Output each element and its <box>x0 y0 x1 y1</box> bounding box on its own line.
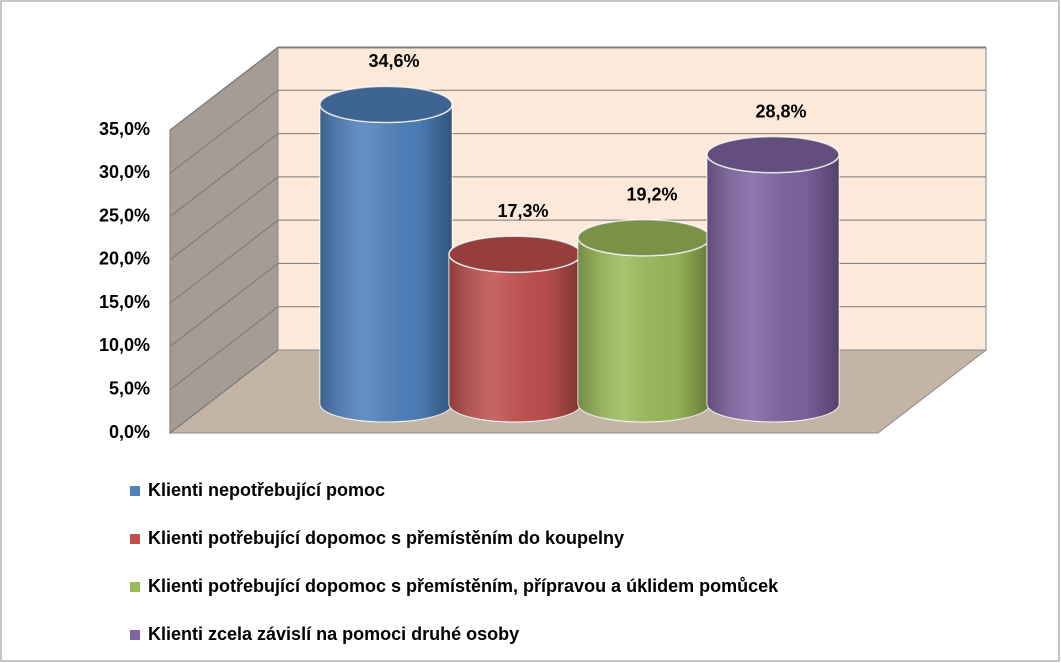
cylinder-top-shade <box>578 219 710 256</box>
grid-line <box>169 46 279 131</box>
grid-line <box>169 176 279 261</box>
cylinder <box>319 85 453 423</box>
cylinder <box>448 235 582 423</box>
data-label: 28,8% <box>755 101 806 121</box>
grid-line <box>169 219 279 304</box>
legend-label: Klienti nepotřebující pomoc <box>148 480 385 500</box>
cylinder-shade <box>707 154 839 422</box>
grid-line <box>169 306 279 391</box>
legend-label: Klienti potřebující dopomoc s přemístění… <box>148 528 624 548</box>
cylinder <box>706 135 840 423</box>
data-label: 34,6% <box>368 51 419 71</box>
cylinder-shade <box>449 254 581 422</box>
y-tick-label: 30,0% <box>99 162 150 182</box>
cylinder-top-shade <box>449 236 581 273</box>
legend-swatch <box>130 534 140 544</box>
y-tick-label: 25,0% <box>99 205 150 225</box>
y-tick-label: 15,0% <box>99 292 150 312</box>
y-tick-label: 10,0% <box>99 335 150 355</box>
cylinder-top <box>706 135 840 174</box>
legend-label: Klienti potřebující dopomoc s přemístění… <box>148 576 779 596</box>
legend-swatch <box>130 582 140 592</box>
cylinder-top-shade <box>320 86 452 123</box>
data-label: 17,3% <box>497 201 548 221</box>
y-tick-label: 20,0% <box>99 249 150 269</box>
legend-label: Klienti zcela závislí na pomoci druhé os… <box>148 624 519 644</box>
legend-swatch <box>130 486 140 496</box>
data-label: 19,2% <box>626 185 677 205</box>
legend-swatch <box>130 630 140 640</box>
cylinder-shade <box>320 104 452 422</box>
grid-line <box>169 89 279 174</box>
cylinder-shade <box>578 237 710 422</box>
grid-line <box>169 349 279 434</box>
y-tick-label: 5,0% <box>109 378 150 398</box>
grid-line <box>169 263 279 347</box>
y-tick-label: 0,0% <box>109 422 150 442</box>
cylinder-top <box>319 85 453 124</box>
y-tick-label: 35,0% <box>99 119 150 139</box>
grid-line <box>169 133 279 217</box>
cylinder <box>577 219 711 423</box>
cylinder-top-shade <box>707 136 839 173</box>
